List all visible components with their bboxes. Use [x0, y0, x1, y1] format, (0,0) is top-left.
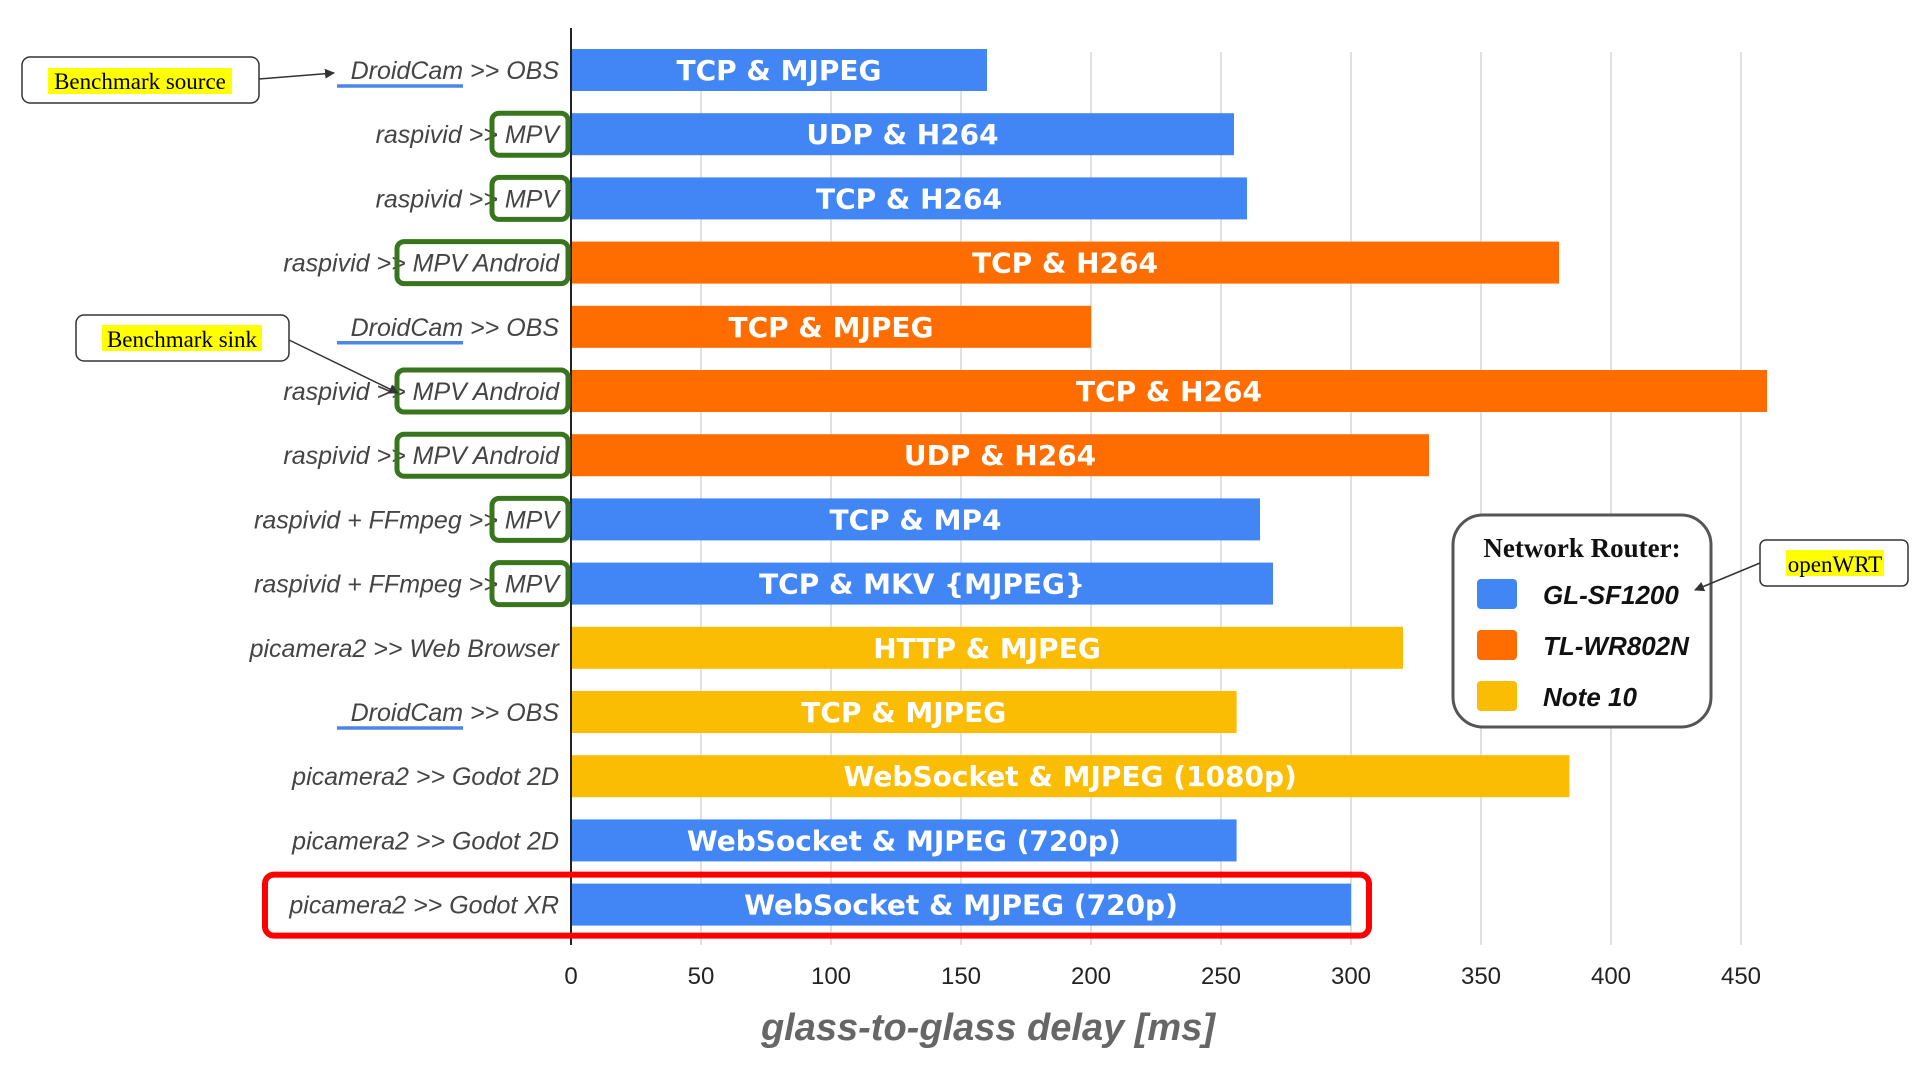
- bar: [571, 305, 1091, 348]
- bars: TCP & MJPEG UDP & H264 TCP & H264 TCP & H26…: [571, 49, 1767, 926]
- benchmark-source-text: Benchmark source: [54, 69, 226, 94]
- bar: [571, 755, 1570, 798]
- x-tick-label: 250: [1201, 963, 1241, 990]
- x-tick-label: 200: [1071, 963, 1111, 990]
- legend-swatch: [1477, 630, 1517, 660]
- category-label: raspivid >> MPV Android: [283, 442, 560, 470]
- x-tick-label: 50: [688, 963, 715, 990]
- bar-label: TCP & H264: [1076, 375, 1262, 408]
- bar: [571, 434, 1429, 477]
- benchmark-sink-callout: Benchmark sink: [75, 314, 399, 394]
- bar: [571, 241, 1559, 284]
- bar-label: TCP & MJPEG: [801, 696, 1006, 729]
- bar-label: WebSocket & MJPEG (720p): [744, 889, 1178, 922]
- sink-highlight-box: [394, 239, 571, 287]
- bar: [571, 177, 1247, 220]
- benchmark-sink-text: Benchmark sink: [107, 327, 258, 352]
- bar-label: WebSocket & MJPEG (1080p): [844, 760, 1297, 793]
- bar-label: TCP & H264: [816, 182, 1002, 215]
- legend-title: Network Router:: [1483, 533, 1680, 563]
- category-label: raspivid >> MPV Android: [283, 250, 560, 278]
- x-tick-label: 150: [941, 963, 981, 990]
- bar: [571, 498, 1260, 541]
- bar: [571, 691, 1237, 733]
- legend-swatch: [1477, 681, 1517, 711]
- bar-label: TCP & MP4: [830, 503, 1002, 536]
- openwrt-text: openWRT: [1788, 552, 1882, 577]
- x-axis-title: glass-to-glass delay [ms]: [760, 1007, 1216, 1049]
- benchmark-source-callout: Benchmark source: [21, 56, 335, 104]
- legend-entry-label: Note 10: [1543, 682, 1637, 712]
- bar-label: UDP & H264: [806, 118, 998, 151]
- bar-label: TCP & MJPEG: [729, 311, 934, 344]
- x-tick-label: 450: [1721, 963, 1761, 990]
- legend-swatch: [1477, 579, 1517, 609]
- x-tick-label: 350: [1461, 963, 1501, 990]
- bar: [571, 49, 987, 91]
- x-tick-label: 0: [564, 963, 577, 990]
- sink-highlight-box: [394, 431, 571, 479]
- legend-entry-label: TL-WR802N: [1543, 631, 1690, 661]
- x-tick-label: 300: [1331, 963, 1371, 990]
- sink-highlight-box: [489, 495, 571, 543]
- bar: [571, 562, 1273, 605]
- category-label: picamera2 >> Web Browser: [249, 635, 561, 663]
- bar-label: WebSocket & MJPEG (720p): [687, 824, 1121, 857]
- bar-label: TCP & MJPEG: [677, 54, 882, 87]
- openwrt-callout: openWRT: [1694, 539, 1909, 592]
- category-label: DroidCam >> OBS: [351, 699, 560, 727]
- category-label: raspivid >> MPV: [376, 185, 562, 213]
- category-label: DroidCam >> OBS: [351, 57, 560, 85]
- category-label: raspivid >> MPV Android: [283, 378, 560, 406]
- sink-highlights: [262, 110, 1372, 939]
- category-labels: DroidCam >> OBS raspivid >> MPV raspivid >…: [249, 57, 562, 920]
- category-label: picamera2 >> Godot 2D: [291, 827, 559, 855]
- bar: [571, 370, 1767, 412]
- bar-label: HTTP & MJPEG: [873, 632, 1101, 665]
- bar: [571, 819, 1237, 862]
- sink-highlight-box: [489, 560, 571, 608]
- legend: Network Router: GL-SF1200 TL-WR802N Note 1…: [1451, 513, 1713, 729]
- category-label: raspivid >> MPV: [376, 121, 562, 149]
- category-label: picamera2 >> Godot 2D: [291, 763, 559, 791]
- sink-highlight-box: [489, 174, 571, 222]
- bar-label: UDP & H264: [904, 439, 1096, 472]
- highlight-box-godot-xr: [262, 871, 1372, 939]
- bar: [571, 626, 1403, 669]
- category-label: raspivid + FFmpeg >> MPV: [254, 571, 561, 599]
- bar-label: TCP & MKV {MJPEG}: [759, 568, 1085, 601]
- category-label: picamera2 >> Godot XR: [288, 892, 559, 920]
- bar: [571, 883, 1351, 926]
- x-tick-labels: 0 50 100 150 200 250 300 350 400 450: [564, 963, 1761, 990]
- legend-entry-label: GL-SF1200: [1543, 580, 1679, 610]
- x-tick-label: 100: [811, 963, 851, 990]
- bar-label: TCP & H264: [972, 247, 1158, 280]
- bar: [571, 113, 1234, 156]
- category-label: DroidCam >> OBS: [351, 314, 560, 342]
- category-label: raspivid + FFmpeg >> MPV: [254, 506, 561, 534]
- sink-highlight-box: [489, 110, 571, 158]
- x-tick-label: 400: [1591, 963, 1631, 990]
